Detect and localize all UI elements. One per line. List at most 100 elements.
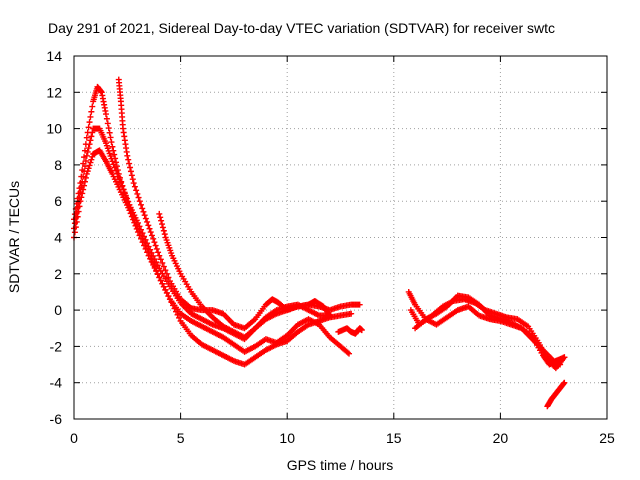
data-point	[157, 256, 164, 263]
data-point	[138, 226, 145, 233]
data-point	[83, 152, 90, 159]
data-point	[160, 283, 167, 290]
data-point	[130, 180, 137, 187]
data-point	[358, 327, 365, 334]
data-point	[159, 280, 166, 287]
plot-frame	[73, 55, 608, 420]
data-point	[108, 139, 115, 146]
data-point	[139, 205, 146, 212]
y-tick-label: 12	[46, 84, 62, 100]
data-point	[147, 229, 154, 236]
y-tick-label: 2	[54, 266, 62, 282]
data-point	[126, 160, 133, 167]
data-point	[132, 222, 139, 229]
series-track-9	[412, 292, 564, 368]
data-point	[136, 232, 143, 239]
data-point	[168, 299, 175, 306]
data-point	[152, 242, 159, 249]
data-point	[174, 311, 181, 318]
y-tick-label: 0	[54, 302, 62, 318]
data-point	[113, 167, 120, 174]
data-point	[84, 168, 91, 175]
data-point	[88, 108, 95, 115]
data-point	[86, 141, 93, 148]
series-track-5	[156, 210, 333, 341]
data-point	[150, 261, 157, 268]
data-point	[151, 239, 158, 246]
series-track-7	[405, 288, 568, 368]
data-point	[145, 243, 152, 250]
data-point	[109, 143, 116, 150]
data-point	[141, 242, 148, 249]
data-point	[88, 156, 95, 163]
data-point	[128, 213, 135, 220]
y-tick-label: 6	[54, 193, 62, 209]
x-axis-label: GPS time / hours	[287, 457, 394, 473]
data-point	[144, 249, 151, 256]
data-point	[163, 270, 170, 277]
data-point	[561, 354, 568, 361]
data-point	[346, 350, 353, 357]
data-point	[145, 222, 152, 229]
data-point	[128, 172, 135, 179]
data-point	[156, 274, 163, 281]
data-point	[131, 183, 138, 190]
data-point	[157, 214, 164, 221]
data-point	[79, 190, 86, 197]
data-point	[87, 113, 94, 120]
data-point	[87, 137, 94, 144]
data-point	[104, 120, 111, 127]
data-point	[130, 216, 137, 223]
data-point	[160, 227, 167, 234]
data-point	[153, 245, 160, 252]
data-point	[176, 314, 183, 321]
data-point	[166, 296, 173, 303]
data-point	[81, 147, 88, 154]
y-tick-label: -2	[50, 338, 63, 354]
data-point	[156, 252, 163, 259]
data-point	[85, 124, 92, 131]
data-point	[133, 225, 140, 232]
data-point	[75, 208, 82, 215]
data-point	[139, 239, 146, 246]
data-point	[160, 263, 167, 270]
data-point	[134, 190, 141, 197]
series-track-4	[115, 76, 333, 332]
data-point	[144, 240, 151, 247]
y-tick-label: -6	[50, 411, 63, 427]
axis-ticks: 0 5 10 15 20 25 -6 -4 -2 0 2 4 6 8 10 12 14	[46, 48, 615, 446]
data-point	[141, 233, 148, 240]
data-point	[165, 293, 172, 300]
data-point	[326, 312, 333, 319]
data-point	[173, 308, 180, 315]
data-point	[162, 267, 169, 274]
y-tick-label: -4	[50, 375, 63, 391]
data-point	[71, 229, 78, 236]
data-point	[140, 208, 147, 215]
data-point	[117, 180, 124, 187]
data-point	[106, 129, 113, 136]
data-point	[159, 221, 166, 228]
x-tick-label: 25	[599, 430, 615, 446]
data-point	[134, 229, 141, 236]
y-axis-label: SDTVAR / TECUs	[6, 181, 22, 293]
data-point	[85, 165, 92, 172]
data-point	[81, 154, 88, 161]
data-point	[83, 170, 90, 177]
data-point	[82, 158, 89, 165]
y-tick-label: 14	[46, 48, 62, 64]
data-point	[127, 164, 134, 171]
data-point	[163, 289, 170, 296]
data-point	[86, 162, 93, 169]
data-point	[73, 218, 80, 225]
x-tick-label: 10	[279, 430, 295, 446]
data-point	[131, 219, 138, 226]
data-point	[171, 305, 178, 312]
series-track-6	[335, 325, 365, 337]
data-point	[155, 249, 162, 256]
data-point	[161, 231, 168, 238]
data-point	[111, 164, 118, 171]
data-point	[82, 174, 89, 181]
data-point	[89, 103, 96, 110]
